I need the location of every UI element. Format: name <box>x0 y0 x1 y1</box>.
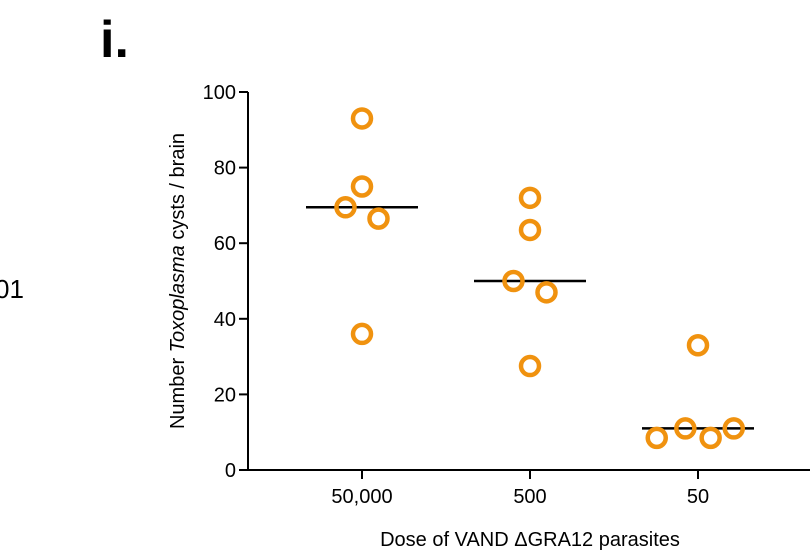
data-point <box>535 281 558 304</box>
y-tick-label: 40 <box>214 309 236 331</box>
data-point <box>502 269 525 293</box>
x-tick-label: 50,000 <box>331 486 392 508</box>
data-point <box>645 426 668 450</box>
x-tick-label: 500 <box>513 486 546 508</box>
y-axis-title: Number Toxoplasma cysts / brain <box>167 133 189 429</box>
y-ticks: 0 20 40 60 80 100 <box>203 82 248 482</box>
data-point <box>350 175 374 198</box>
data-point <box>350 322 374 346</box>
data-point <box>518 186 542 210</box>
y-axis-title-part: cysts / brain <box>167 133 189 245</box>
x-ticks: 50,000 500 50 <box>331 470 709 508</box>
data-point <box>518 218 542 242</box>
data-point <box>367 207 390 230</box>
y-tick-label: 100 <box>203 82 236 104</box>
x-tick-label: 50 <box>687 486 709 508</box>
y-tick-label: 60 <box>214 233 236 255</box>
data-point <box>350 107 374 130</box>
y-axis-title-species: Toxoplasma <box>167 245 189 352</box>
data-points <box>334 107 745 450</box>
y-tick-label: 80 <box>214 158 236 180</box>
y-tick-label: 20 <box>214 384 236 406</box>
data-point <box>699 426 722 450</box>
data-point <box>518 354 542 378</box>
data-point <box>334 196 357 219</box>
data-point <box>722 417 745 440</box>
x-axis-title: Dose of VAND ΔGRA12 parasites <box>380 529 680 551</box>
cut-off-label: 01 <box>0 274 24 304</box>
data-point <box>686 334 710 357</box>
y-tick-label: 0 <box>225 460 236 482</box>
data-point <box>674 417 697 440</box>
panel-letter: i. <box>100 11 129 69</box>
y-axis-title-part: Number <box>167 352 189 429</box>
